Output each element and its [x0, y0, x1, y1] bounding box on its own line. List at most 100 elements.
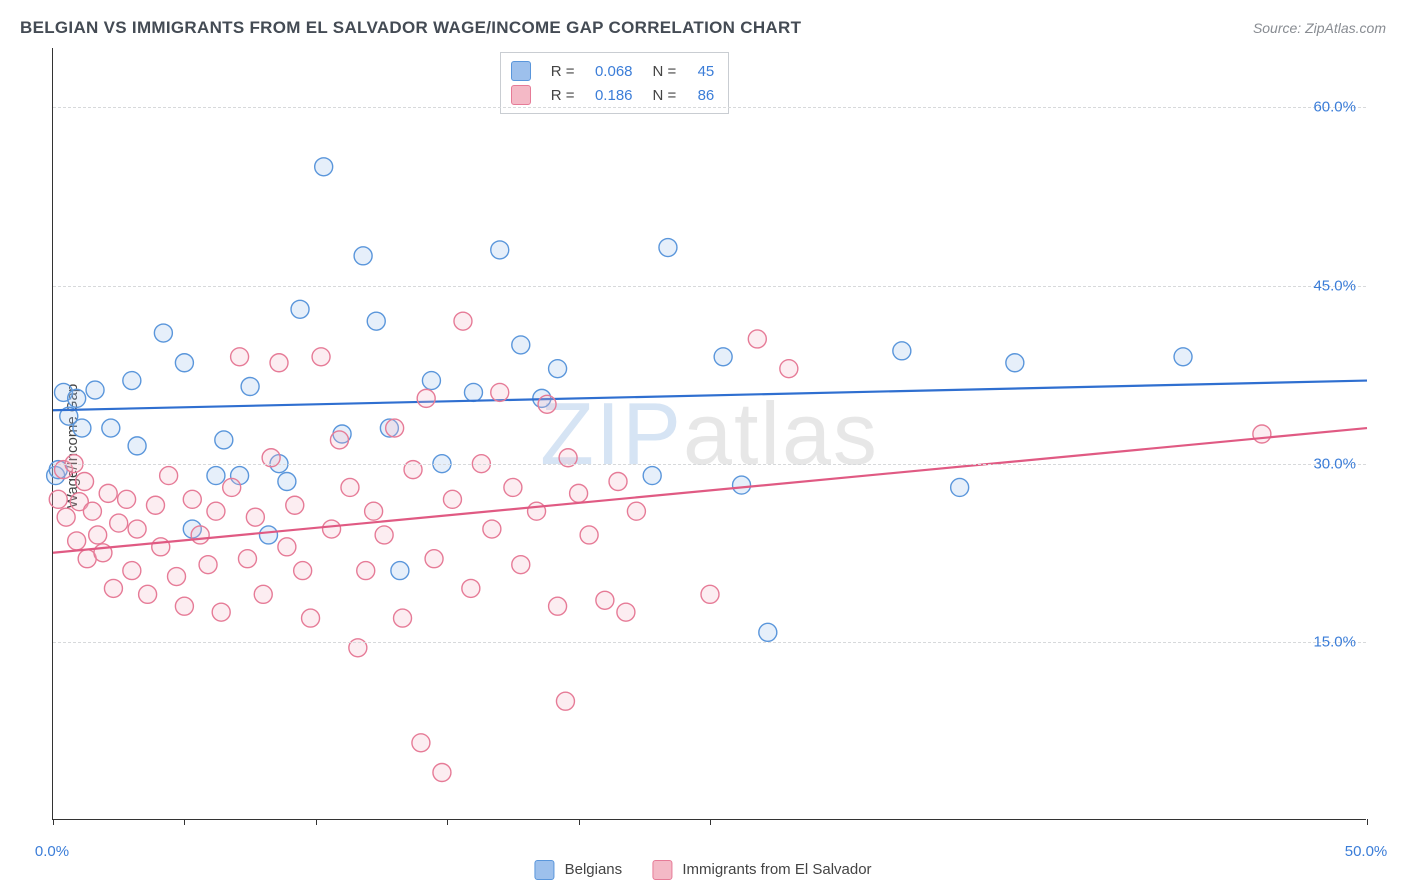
xtick-label: 50.0%: [1345, 843, 1388, 860]
data-point-belgians: [86, 381, 104, 399]
data-point-belgians: [259, 526, 277, 544]
data-point-el_salvador: [123, 562, 141, 580]
data-point-belgians: [1006, 354, 1024, 372]
data-point-belgians: [893, 342, 911, 360]
data-point-belgians: [291, 300, 309, 318]
data-point-belgians: [733, 476, 751, 494]
data-point-el_salvador: [491, 383, 509, 401]
source-label: Source: ZipAtlas.com: [1253, 20, 1386, 36]
data-point-belgians: [367, 312, 385, 330]
data-point-el_salvador: [609, 473, 627, 491]
data-point-el_salvador: [160, 467, 178, 485]
data-point-belgians: [354, 247, 372, 265]
data-point-el_salvador: [231, 348, 249, 366]
ytick-label: 45.0%: [1313, 277, 1356, 294]
ytick-label: 15.0%: [1313, 633, 1356, 650]
corr-row-el_salvador: R =0.186N =86: [511, 83, 715, 107]
data-point-el_salvador: [549, 597, 567, 615]
legend-item-belgians: Belgians: [534, 860, 622, 880]
data-point-belgians: [714, 348, 732, 366]
data-point-el_salvador: [199, 556, 217, 574]
data-point-belgians: [1174, 348, 1192, 366]
chart-svg: [53, 48, 1366, 819]
data-point-el_salvador: [330, 431, 348, 449]
xtick: [1367, 819, 1368, 825]
data-point-el_salvador: [175, 597, 193, 615]
data-point-el_salvador: [375, 526, 393, 544]
data-point-el_salvador: [701, 585, 719, 603]
data-point-el_salvador: [99, 484, 117, 502]
data-point-el_salvador: [386, 419, 404, 437]
data-point-el_salvador: [68, 532, 86, 550]
data-point-el_salvador: [212, 603, 230, 621]
xtick: [184, 819, 185, 825]
data-point-el_salvador: [83, 502, 101, 520]
data-point-belgians: [128, 437, 146, 455]
data-point-el_salvador: [207, 502, 225, 520]
data-point-el_salvador: [254, 585, 272, 603]
data-point-belgians: [241, 377, 259, 395]
xtick: [579, 819, 580, 825]
data-point-el_salvador: [443, 490, 461, 508]
data-point-el_salvador: [139, 585, 157, 603]
data-point-el_salvador: [394, 609, 412, 627]
data-point-el_salvador: [286, 496, 304, 514]
data-point-el_salvador: [57, 508, 75, 526]
data-point-el_salvador: [341, 478, 359, 496]
data-point-el_salvador: [49, 490, 67, 508]
data-point-belgians: [549, 360, 567, 378]
data-point-belgians: [422, 372, 440, 390]
data-point-el_salvador: [270, 354, 288, 372]
ytick-label: 30.0%: [1313, 455, 1356, 472]
data-point-el_salvador: [425, 550, 443, 568]
r-value-belgians: 0.068: [585, 63, 633, 80]
legend-label-el-salvador: Immigrants from El Salvador: [682, 861, 871, 878]
n-value-el_salvador: 86: [686, 87, 714, 104]
data-point-el_salvador: [538, 395, 556, 413]
data-point-el_salvador: [76, 473, 94, 491]
data-point-belgians: [68, 389, 86, 407]
data-point-belgians: [391, 562, 409, 580]
swatch-el_salvador: [511, 85, 531, 105]
data-point-belgians: [659, 239, 677, 257]
data-point-el_salvador: [323, 520, 341, 538]
plot-area: ZIPatlas R =0.068N =45R =0.186N =86 15.0…: [52, 48, 1366, 820]
data-point-el_salvador: [191, 526, 209, 544]
r-label: R =: [551, 63, 575, 80]
data-point-el_salvador: [312, 348, 330, 366]
swatch-el-salvador: [652, 860, 672, 880]
data-point-el_salvador: [365, 502, 383, 520]
data-point-el_salvador: [417, 389, 435, 407]
xtick: [53, 819, 54, 825]
data-point-belgians: [643, 467, 661, 485]
legend-label-belgians: Belgians: [565, 861, 623, 878]
gridline-h: [53, 107, 1366, 108]
xtick: [447, 819, 448, 825]
data-point-el_salvador: [780, 360, 798, 378]
swatch-belgians: [534, 860, 554, 880]
data-point-belgians: [759, 623, 777, 641]
data-point-el_salvador: [223, 478, 241, 496]
data-point-belgians: [207, 467, 225, 485]
xtick: [710, 819, 711, 825]
data-point-belgians: [315, 158, 333, 176]
data-point-belgians: [464, 383, 482, 401]
data-point-el_salvador: [278, 538, 296, 556]
data-point-el_salvador: [596, 591, 614, 609]
data-point-belgians: [102, 419, 120, 437]
data-point-belgians: [73, 419, 91, 437]
data-point-el_salvador: [1253, 425, 1271, 443]
data-point-el_salvador: [556, 692, 574, 710]
data-point-el_salvador: [512, 556, 530, 574]
data-point-el_salvador: [570, 484, 588, 502]
xtick-label: 0.0%: [35, 843, 69, 860]
data-point-el_salvador: [128, 520, 146, 538]
data-point-el_salvador: [617, 603, 635, 621]
ytick-label: 60.0%: [1313, 99, 1356, 116]
data-point-el_salvador: [483, 520, 501, 538]
data-point-belgians: [491, 241, 509, 259]
r-value-el_salvador: 0.186: [585, 87, 633, 104]
r-label: R =: [551, 87, 575, 104]
data-point-belgians: [278, 473, 296, 491]
data-point-el_salvador: [104, 579, 122, 597]
